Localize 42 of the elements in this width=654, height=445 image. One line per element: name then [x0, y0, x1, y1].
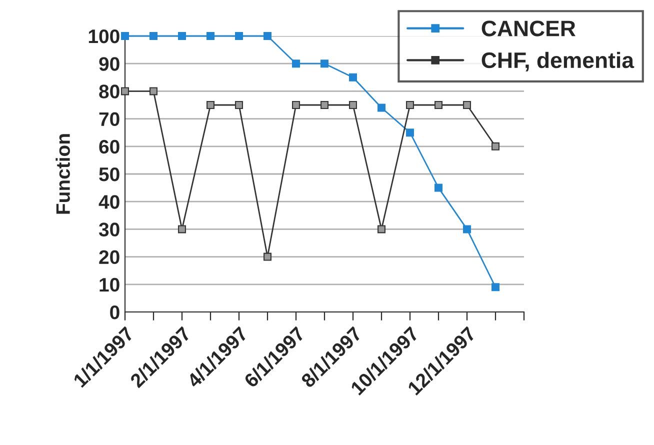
point [320, 60, 328, 68]
point [463, 101, 471, 109]
point [292, 101, 300, 109]
y-tick-label: 0 [110, 305, 120, 320]
point [492, 283, 500, 292]
point [292, 60, 300, 68]
point [434, 184, 442, 192]
point [150, 32, 158, 40]
point [264, 252, 272, 261]
point [378, 225, 386, 234]
y-tick-label: 60 [99, 140, 120, 154]
y-tick-label: 80 [99, 84, 120, 98]
point [178, 225, 186, 234]
y-tick-label: 10 [100, 278, 120, 292]
point [349, 101, 357, 109]
point [463, 225, 471, 234]
legend-label: CANCER [482, 20, 576, 36]
point [434, 101, 442, 109]
point [378, 104, 386, 112]
y-tick-label: 20 [99, 250, 120, 264]
y-tick-label: 50 [99, 167, 120, 182]
y-tick-label: 90 [99, 57, 120, 71]
y-axis-title: Function [56, 134, 70, 214]
point [349, 73, 357, 82]
point [320, 101, 328, 109]
point [178, 32, 186, 40]
point [206, 101, 214, 109]
point [235, 32, 243, 40]
point [121, 87, 129, 96]
legend-label: CHF, dementia [482, 52, 634, 72]
point [492, 142, 500, 150]
y-tick-label: 40 [98, 195, 120, 209]
point [206, 32, 214, 40]
y-tick-label: 70 [99, 112, 120, 126]
point [235, 101, 243, 109]
point [406, 128, 414, 137]
point [406, 101, 414, 109]
point [121, 32, 129, 40]
point [150, 87, 158, 96]
point [264, 32, 272, 40]
y-tick-label: 100 [88, 29, 120, 44]
y-tick-label: 30 [98, 222, 120, 236]
